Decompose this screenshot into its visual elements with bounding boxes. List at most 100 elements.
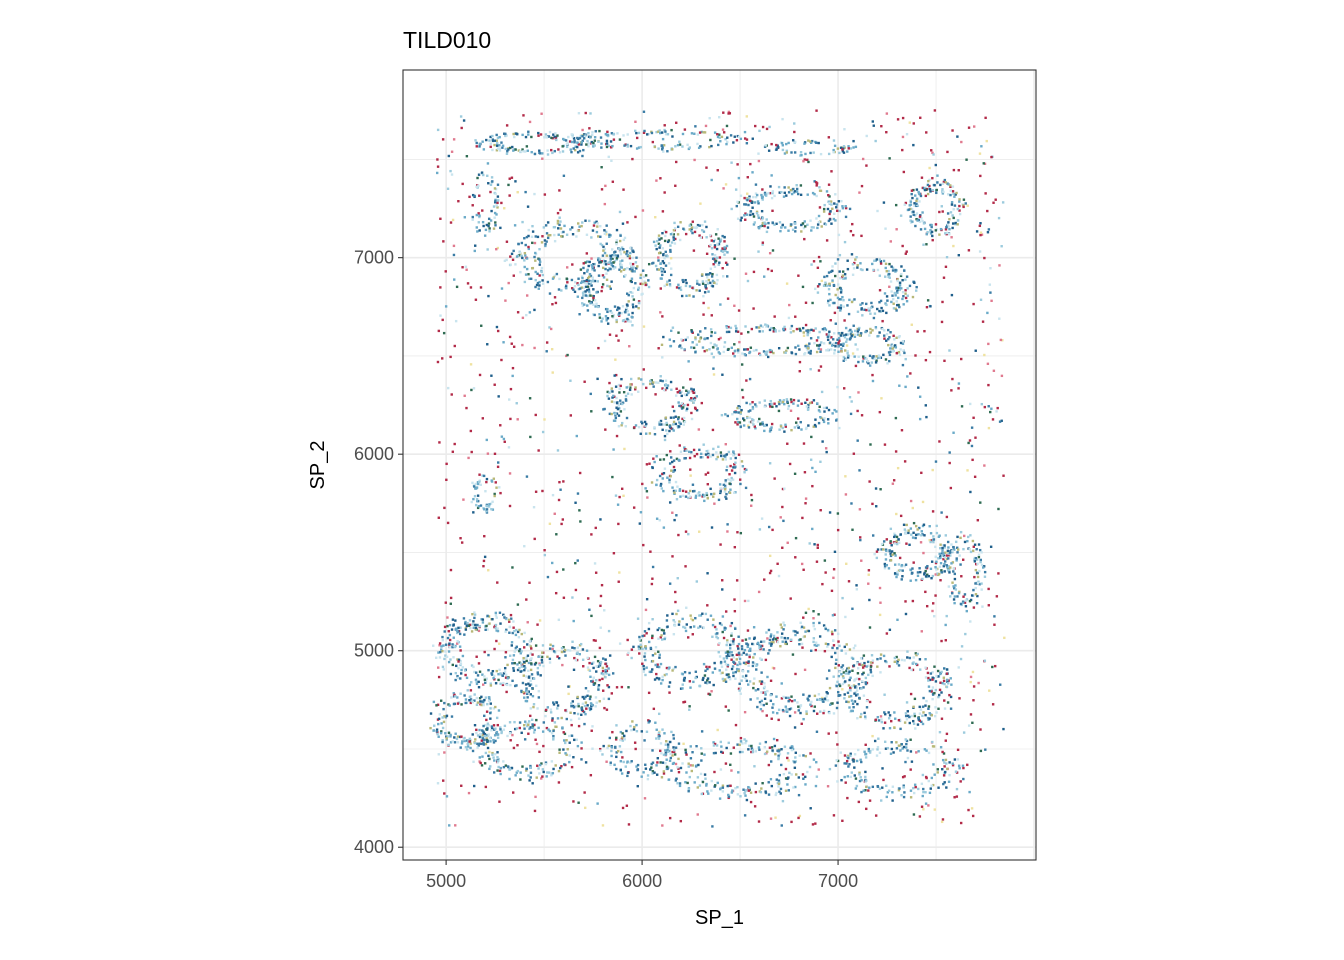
data-point: [771, 209, 774, 213]
data-point: [871, 262, 874, 266]
data-point: [824, 281, 827, 284]
data-point: [516, 603, 520, 606]
data-point: [655, 247, 658, 251]
data-point: [868, 626, 872, 629]
data-point: [716, 228, 719, 231]
data-point: [583, 722, 586, 726]
data-point: [482, 148, 486, 151]
data-point: [603, 202, 607, 206]
data-point: [552, 729, 555, 733]
data-point: [843, 273, 847, 276]
data-point: [493, 759, 496, 762]
data-point: [462, 617, 466, 620]
data-point: [465, 748, 469, 751]
data-point: [542, 226, 546, 229]
data-point: [565, 142, 569, 146]
data-point: [494, 192, 497, 195]
data-point: [547, 135, 550, 138]
data-point: [852, 452, 856, 455]
data-point: [642, 275, 646, 279]
data-point: [883, 334, 886, 337]
data-point: [497, 759, 500, 763]
data-point: [949, 595, 952, 598]
data-point: [883, 337, 886, 340]
data-point: [931, 151, 934, 155]
data-point: [598, 700, 601, 703]
data-point: [479, 483, 482, 487]
data-point: [681, 683, 684, 686]
data-point: [879, 488, 882, 491]
data-point: [536, 272, 539, 276]
data-point: [724, 705, 728, 708]
data-point: [632, 266, 635, 269]
data-point: [441, 716, 444, 719]
data-point: [490, 480, 494, 483]
data-point: [668, 429, 671, 433]
data-point: [641, 269, 645, 272]
data-point: [519, 270, 522, 274]
data-point: [664, 416, 668, 419]
data-point: [734, 410, 738, 414]
data-point: [498, 611, 502, 614]
data-point: [947, 557, 950, 560]
data-point: [488, 750, 491, 754]
data-point: [931, 510, 935, 513]
chart-title: TILD010: [403, 27, 491, 53]
data-point: [906, 294, 909, 297]
data-point: [643, 420, 647, 424]
data-point: [489, 145, 492, 149]
data-point: [776, 144, 779, 147]
data-point: [589, 274, 593, 278]
data-point: [565, 266, 569, 269]
data-point: [615, 256, 619, 260]
data-point: [669, 273, 673, 277]
data-point: [514, 148, 517, 151]
data-point: [482, 559, 486, 563]
data-point: [669, 416, 673, 419]
data-point: [839, 306, 843, 310]
data-point: [891, 269, 895, 272]
data-point: [768, 571, 772, 575]
data-point: [714, 259, 718, 262]
data-point: [757, 152, 760, 155]
data-point: [880, 397, 883, 400]
data-point: [612, 552, 616, 555]
data-point: [592, 145, 595, 148]
data-point: [712, 356, 715, 359]
data-point: [631, 311, 634, 315]
data-point: [671, 555, 674, 558]
data-point: [453, 736, 456, 739]
data-point: [842, 145, 846, 148]
data-point: [543, 193, 547, 196]
data-point: [444, 601, 448, 604]
data-point: [614, 385, 618, 388]
data-point: [525, 475, 529, 478]
data-point: [493, 211, 497, 215]
data-point: [644, 487, 647, 490]
data-point: [707, 290, 710, 293]
data-point: [463, 739, 466, 743]
data-point: [935, 531, 939, 535]
data-point: [836, 258, 840, 261]
data-point: [570, 704, 573, 708]
data-point: [630, 277, 634, 280]
data-point: [901, 363, 905, 367]
data-point: [487, 222, 491, 225]
data-point: [604, 675, 607, 679]
data-point: [971, 814, 975, 818]
data-point: [528, 277, 531, 281]
data-point: [734, 723, 738, 727]
data-point: [814, 287, 817, 291]
data-point: [856, 348, 859, 351]
data-point: [693, 398, 696, 402]
data-point: [642, 368, 645, 371]
data-point: [534, 661, 538, 665]
data-point: [851, 222, 854, 226]
data-point: [827, 194, 830, 197]
data-point: [688, 456, 692, 460]
data-point: [566, 648, 570, 652]
data-point: [839, 291, 843, 294]
data-point: [856, 409, 859, 413]
data-point: [955, 795, 959, 798]
data-point: [721, 234, 724, 238]
